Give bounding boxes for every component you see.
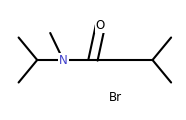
Text: N: N	[59, 54, 68, 66]
Text: O: O	[96, 19, 105, 32]
Text: Br: Br	[109, 91, 122, 104]
